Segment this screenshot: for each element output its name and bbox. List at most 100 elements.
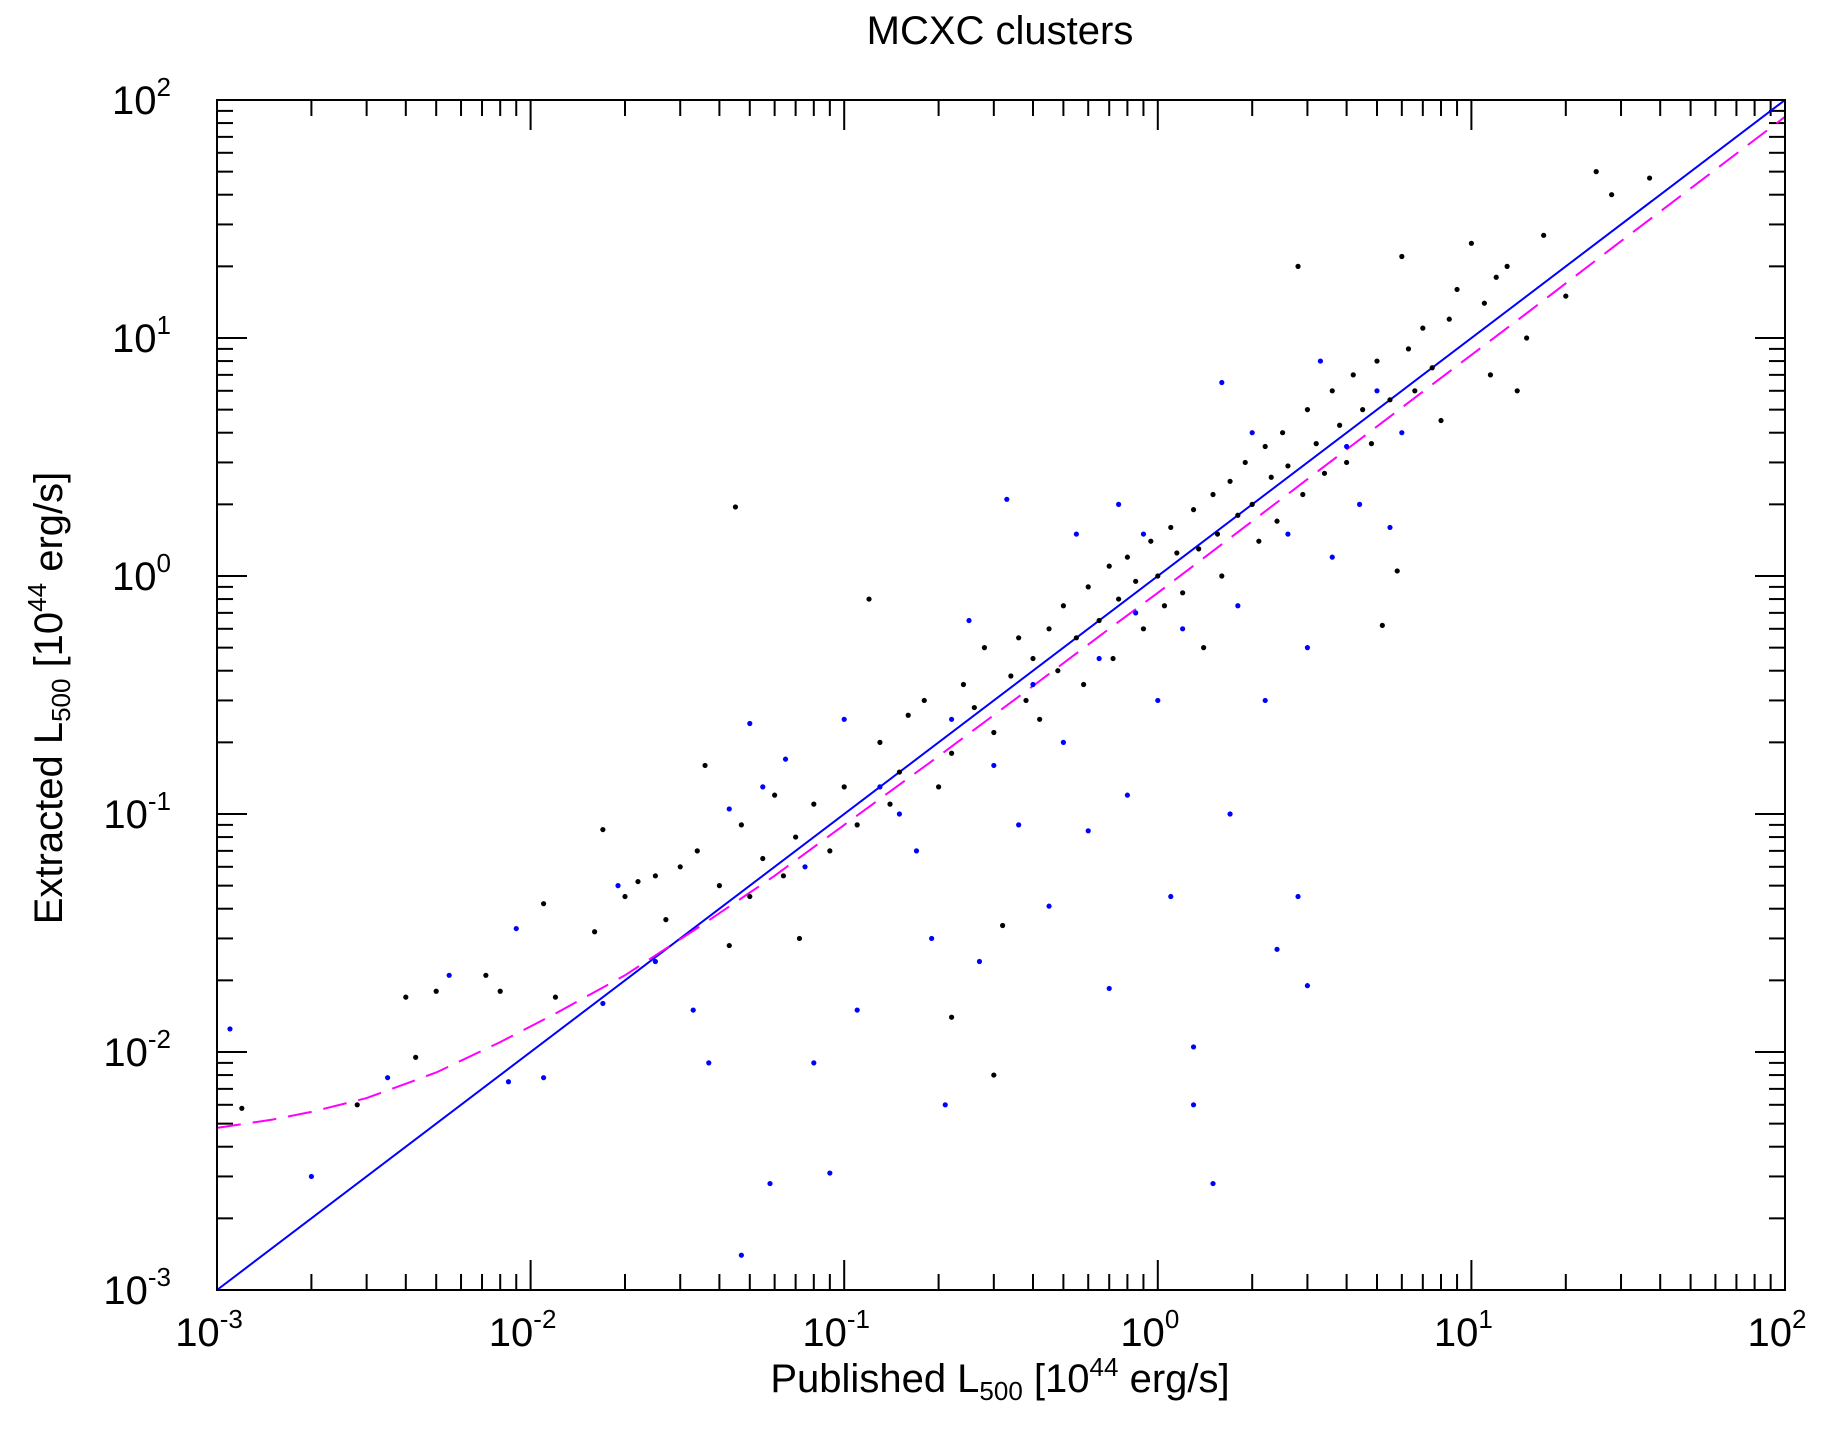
data-point-blue — [966, 617, 972, 624]
data-point-blue — [1096, 655, 1102, 662]
y-axis-label-main: Extracted L — [27, 722, 71, 924]
data-point-blue — [513, 925, 519, 932]
data-point-black — [1337, 422, 1343, 428]
data-point-black — [1256, 538, 1262, 544]
y-tick-label-exponent: -1 — [148, 786, 171, 816]
data-point-black — [1155, 573, 1161, 579]
y-tick-label: 100 — [112, 548, 171, 599]
y-tick-label: 10-1 — [103, 786, 171, 837]
data-point-black — [677, 864, 683, 870]
data-point-blue — [1249, 430, 1255, 436]
data-point-blue — [1140, 531, 1147, 537]
data-point-black — [1148, 538, 1154, 544]
data-point-black — [1399, 253, 1405, 260]
data-point-blue — [1274, 946, 1280, 952]
data-point-black — [1201, 645, 1207, 651]
plot-area-frame — [216, 99, 1786, 1291]
data-point-black — [1563, 293, 1569, 299]
data-point-black — [622, 893, 628, 900]
data-point-black — [1368, 441, 1375, 447]
x-tick-label-exponent: -2 — [533, 1304, 556, 1334]
data-point-black — [1454, 286, 1460, 293]
x-tick-label: 102 — [1748, 1304, 1807, 1355]
y-tick-label-exponent: 2 — [157, 72, 171, 102]
scatter-points — [227, 169, 1653, 1258]
data-point-blue — [1219, 379, 1225, 386]
y-tick-label: 102 — [112, 72, 171, 123]
data-point-blue — [615, 883, 621, 889]
data-point-black — [960, 681, 967, 688]
data-point-blue — [942, 1102, 948, 1108]
data-point-blue — [385, 1075, 391, 1081]
data-point-black — [780, 873, 787, 879]
data-point-black — [948, 750, 955, 756]
data-point-black — [600, 826, 606, 833]
data-point-blue — [1235, 603, 1241, 609]
x-axis-label-superscript: 44 — [1090, 1352, 1119, 1382]
data-point-black — [747, 893, 753, 900]
data-point-blue — [782, 756, 789, 762]
x-tick-label-base: 10 — [489, 1311, 534, 1355]
data-point-black — [1214, 531, 1221, 537]
data-point-blue — [877, 784, 883, 790]
data-point-black — [854, 822, 860, 828]
data-point-black — [1438, 417, 1444, 424]
data-point-black — [1313, 441, 1319, 447]
data-point-black — [1493, 274, 1499, 280]
data-point-black — [760, 855, 766, 862]
data-point-blue — [726, 806, 732, 812]
y-axis-label: Extracted L500 [1044 erg/s] — [22, 472, 76, 925]
data-point-black — [1360, 407, 1366, 413]
data-point-blue — [1046, 903, 1052, 909]
data-point-blue — [738, 1252, 744, 1258]
data-point-black — [1285, 463, 1291, 469]
data-point-black — [552, 994, 559, 1000]
data-point-black — [1379, 622, 1385, 629]
data-point-blue — [1073, 531, 1079, 537]
data-point-blue — [1262, 697, 1268, 704]
data-point-black — [1405, 346, 1412, 352]
data-point-black — [433, 988, 439, 994]
data-point-black — [694, 848, 700, 854]
data-point-black — [877, 739, 883, 745]
data-point-blue — [747, 720, 753, 727]
data-point-black — [652, 873, 658, 879]
y-tick-label: 10-3 — [103, 1262, 171, 1313]
data-point-black — [1174, 550, 1180, 556]
data-point-black — [1046, 626, 1052, 632]
data-point-black — [1023, 697, 1029, 704]
data-point-black — [948, 1014, 955, 1020]
data-point-blue — [896, 811, 903, 817]
x-tick-label-base: 10 — [175, 1311, 220, 1355]
data-point-black — [1008, 673, 1014, 679]
tick-labels: 10-3 10-2 10-1 100 101 10210-310-210-11001011… — [103, 72, 1806, 1355]
data-point-black — [1468, 240, 1474, 246]
data-point-black — [1541, 232, 1547, 238]
data-point-black — [1219, 573, 1225, 579]
data-point-black — [1081, 681, 1087, 688]
data-point-blue — [1387, 524, 1393, 531]
data-point-black — [702, 762, 708, 769]
data-point-black — [354, 1102, 360, 1108]
data-point-black — [793, 834, 799, 840]
data-point-black — [866, 596, 872, 602]
data-point-black — [1106, 563, 1112, 569]
data-point-blue — [1190, 1044, 1197, 1050]
data-point-blue — [1329, 554, 1335, 560]
data-point-black — [1429, 365, 1435, 371]
data-point-blue — [227, 1026, 233, 1032]
data-point-black — [1249, 501, 1255, 507]
y-tick-label-base: 10 — [103, 1269, 148, 1313]
data-point-black — [1124, 554, 1131, 560]
y-tick-label: 10-2 — [103, 1024, 171, 1075]
x-tick-label-exponent: -3 — [220, 1304, 243, 1334]
data-point-blue — [913, 848, 920, 854]
data-point-blue — [1016, 822, 1022, 828]
data-point-black — [592, 929, 598, 935]
data-point-black — [1524, 335, 1530, 341]
data-point-blue — [706, 1060, 712, 1066]
x-axis-label: Published L500 [1044 erg/s] — [770, 1352, 1229, 1406]
data-point-blue — [811, 1060, 817, 1066]
data-point-blue — [1030, 681, 1036, 688]
data-point-blue — [446, 972, 452, 978]
